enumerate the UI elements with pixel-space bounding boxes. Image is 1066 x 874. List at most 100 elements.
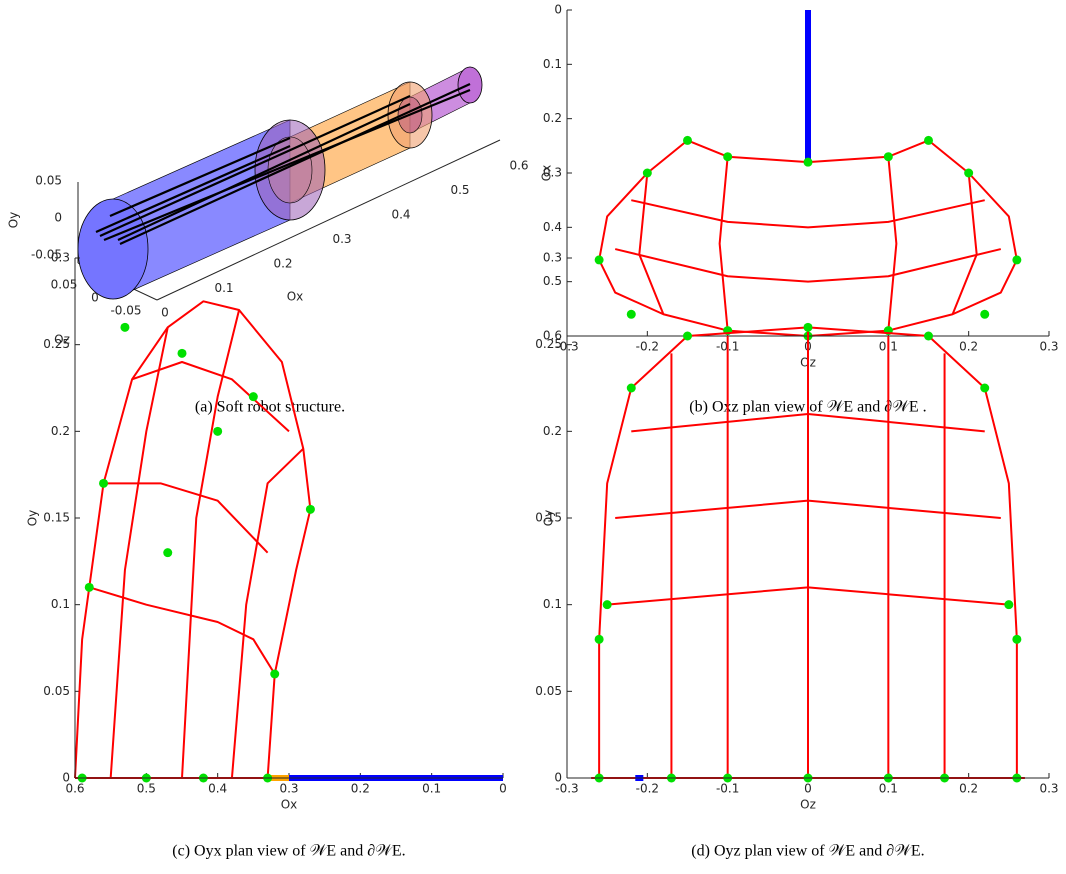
- y-axis-label: Oy: [542, 510, 556, 527]
- marker: [1012, 634, 1022, 644]
- x-tick-label: 0.2: [351, 782, 370, 796]
- series-line: [638, 172, 665, 315]
- z-tick-label: 0.05: [51, 278, 78, 292]
- x-axis-label: Ox: [287, 290, 304, 304]
- marker: [883, 152, 893, 162]
- x-tick-label: 0.4: [391, 208, 410, 222]
- marker: [642, 168, 652, 178]
- y-tick-label: 0.25: [535, 337, 562, 351]
- series-line: [887, 156, 898, 331]
- y-tick-label: 0.4: [543, 220, 562, 234]
- marker: [803, 322, 813, 332]
- marker: [723, 152, 733, 162]
- y-tick-label: 0.1: [51, 597, 70, 611]
- x-tick-label: -0.3: [555, 782, 578, 796]
- marker: [803, 157, 813, 167]
- x-tick-label: 0.3: [279, 782, 298, 796]
- series-line: [631, 199, 985, 229]
- y-tick-label: 0: [62, 771, 70, 785]
- series-line: [131, 361, 290, 433]
- y-axis-label: Oy: [7, 212, 21, 229]
- x-tick-label: 0.2: [273, 257, 292, 271]
- marker: [248, 392, 258, 402]
- x-tick-label: 0.5: [450, 183, 469, 197]
- y-tick-label: 0.2: [51, 424, 70, 438]
- x-tick-label: 0: [161, 306, 169, 320]
- x-tick-label: 0.3: [1039, 782, 1058, 796]
- y-tick-label: 0.3: [543, 251, 562, 265]
- marker: [594, 255, 604, 265]
- x-tick-label: 0.3: [1039, 340, 1058, 354]
- x-tick-label: 0.1: [879, 782, 898, 796]
- marker: [980, 383, 990, 393]
- marker: [964, 168, 974, 178]
- z-tick-label: 0: [91, 291, 99, 305]
- y-tick-label: 0.1: [543, 57, 562, 71]
- x-tick-label: 0.6: [509, 159, 528, 173]
- marker: [163, 548, 173, 558]
- x-axis-label: Ox: [281, 798, 298, 812]
- marker: [924, 135, 933, 145]
- x-tick-label: -0.2: [636, 782, 659, 796]
- y-tick-label: 0.2: [543, 424, 562, 438]
- x-tick-label: 0: [499, 782, 507, 796]
- y-tick-label: 0.1: [543, 597, 562, 611]
- series-line: [181, 309, 241, 779]
- marker: [99, 478, 109, 488]
- y-tick-label: 0.2: [543, 111, 562, 125]
- marker: [270, 669, 280, 679]
- marker: [84, 582, 94, 592]
- marker: [1004, 600, 1014, 610]
- marker: [980, 309, 990, 319]
- y-tick-label: 0.3: [51, 251, 70, 265]
- y-axis-label: Oy: [26, 510, 40, 527]
- marker: [602, 600, 612, 610]
- series-line: [718, 156, 729, 331]
- y-tick-label: 0.5: [543, 274, 562, 288]
- marker: [213, 426, 223, 436]
- x-tick-label: -0.2: [636, 340, 659, 354]
- tendons: [95, 82, 471, 246]
- x-tick-label: -0.1: [716, 782, 739, 796]
- y-tick-label: 0: [54, 211, 62, 225]
- y-tick-label: 0.05: [535, 684, 562, 698]
- y-axis-label: Ox: [540, 165, 554, 182]
- caption: (a) Soft robot structure.: [195, 399, 345, 416]
- z-axis-label: Oz: [54, 333, 70, 347]
- series-line: [230, 447, 304, 779]
- y-tick-label: 0.3: [543, 166, 562, 180]
- y-tick-label: 0.15: [43, 511, 70, 525]
- series-line: [74, 300, 312, 779]
- x-tick-label: 0.4: [208, 782, 227, 796]
- marker: [626, 309, 636, 319]
- marker: [594, 634, 604, 644]
- marker: [683, 331, 692, 341]
- x-tick-label: 0.2: [959, 782, 978, 796]
- y-tick-label: 0.05: [43, 684, 70, 698]
- x-tick-label: 0.6: [65, 782, 84, 796]
- y-tick-label: 0.15: [535, 511, 562, 525]
- marker: [120, 322, 130, 332]
- segment-1-end: [77, 198, 149, 300]
- x-axis-label: Oz: [800, 798, 816, 812]
- marker: [683, 135, 692, 145]
- y-tick-label: 0: [554, 771, 562, 785]
- x-tick-label: 0.2: [959, 340, 978, 354]
- axis-line: [156, 139, 501, 301]
- x-tick-label: 0.1: [422, 782, 441, 796]
- y-tick-label: 0: [554, 3, 562, 17]
- caption: (c) Oyx plan view of 𝒲E and ∂𝒲E.: [172, 843, 405, 860]
- series-line: [598, 139, 1018, 337]
- series-line: [88, 586, 276, 675]
- y-tick-label: 0.05: [35, 174, 62, 188]
- series-line: [103, 482, 269, 554]
- y-tick-label: 0.6: [543, 329, 562, 343]
- x-tick-label: 0.3: [332, 232, 351, 246]
- series-line: [951, 172, 978, 315]
- marker: [924, 331, 933, 341]
- marker: [1012, 255, 1022, 265]
- marker: [626, 383, 636, 393]
- marker: [305, 504, 315, 514]
- y-tick-label: -0.05: [31, 248, 62, 262]
